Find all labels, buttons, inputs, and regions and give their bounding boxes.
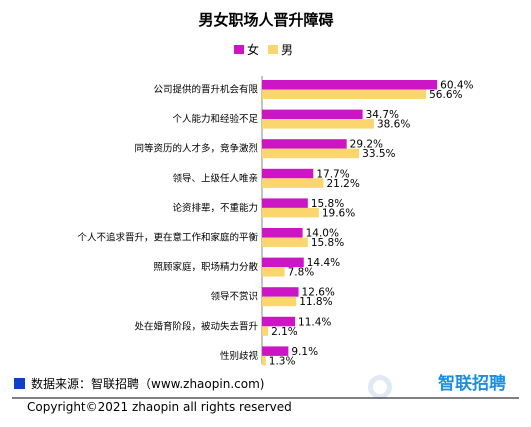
- bar-female: [262, 228, 303, 238]
- bar-male: [262, 148, 360, 159]
- value-label-female: 11.4%: [298, 316, 331, 328]
- value-label-male: 11.8%: [299, 296, 332, 308]
- value-label-female: 60.4%: [440, 80, 473, 92]
- bar-female: [262, 257, 304, 268]
- category-label: 性别歧视: [220, 350, 259, 362]
- legend: 女男: [234, 42, 293, 57]
- category-label: 论资排辈，不重能力: [172, 202, 258, 214]
- value-label-male: 7.8%: [288, 267, 315, 279]
- bar-male: [262, 355, 266, 366]
- bar-female: [262, 80, 438, 90]
- category-labels: 公司提供的晋升机会有限个人能力和经验不足同等资历的人才多，竞争激烈领导、上级任人…: [77, 84, 258, 362]
- value-label-female: 9.1%: [291, 346, 318, 358]
- value-label-female: 14.4%: [307, 257, 340, 269]
- value-label-male: 33.5%: [362, 148, 395, 160]
- bar-male: [262, 237, 308, 247]
- value-label-male: 38.6%: [377, 119, 410, 131]
- bar-male: [262, 267, 285, 277]
- value-label-male: 21.2%: [326, 178, 359, 190]
- category-label: 个人不追求晋升，更在意工作和家庭的平衡: [77, 232, 258, 244]
- bar-female: [262, 109, 363, 120]
- category-label: 公司提供的晋升机会有限: [153, 84, 258, 96]
- value-label-female: 34.7%: [366, 109, 399, 121]
- bar-male: [262, 119, 374, 129]
- bar-female: [262, 198, 308, 208]
- value-label-male: 1.3%: [269, 355, 296, 367]
- bar-male: [262, 207, 319, 218]
- legend-label-0: 女: [247, 42, 259, 57]
- legend-label-1: 男: [281, 43, 293, 57]
- watermark: 智联招聘: [368, 373, 506, 399]
- data-source: 数据来源：智联招聘（www.zhaopin.com): [31, 376, 264, 391]
- value-labels: 60.4%56.6% 34.7%38.6% 29.2%33.5% 17.7%21.2%…: [269, 80, 474, 368]
- bar-male: [262, 296, 297, 307]
- copyright: Copyright©2021 zhaopin all rights reserv…: [27, 400, 292, 414]
- category-label: 处在婚育阶段，被动失去晋升: [134, 320, 258, 332]
- zhaopin-logo-icon: [368, 375, 392, 399]
- bar-male: [262, 89, 427, 99]
- value-label-female: 15.8%: [311, 198, 344, 210]
- bars: [262, 80, 438, 366]
- value-label-male: 19.6%: [322, 207, 355, 219]
- value-label-female: 12.6%: [302, 287, 335, 299]
- value-label-male: 15.8%: [311, 237, 344, 249]
- bar-male: [262, 326, 269, 336]
- legend-swatch-0: [234, 45, 244, 54]
- value-label-male: 56.6%: [429, 89, 462, 101]
- chart-title: 男女职场人晋升障碍: [198, 11, 333, 29]
- watermark-text: 智联招聘: [438, 373, 506, 394]
- value-label-male: 2.1%: [271, 326, 298, 338]
- bar-male: [262, 178, 324, 188]
- category-label: 个人能力和经验不足: [172, 113, 258, 125]
- category-label: 领导、上级任人唯亲: [172, 172, 258, 184]
- value-label-female: 17.7%: [316, 168, 349, 180]
- category-label: 照顾家庭，职场精力分散: [153, 261, 258, 273]
- source-marker: [14, 378, 25, 389]
- category-label: 同等资历的人才多，竞争激烈: [134, 143, 258, 155]
- bar-female: [262, 168, 314, 179]
- legend-swatch-1: [268, 45, 278, 54]
- category-label: 领导不赏识: [210, 291, 258, 303]
- bar-female: [262, 287, 299, 297]
- bar-female: [262, 346, 289, 356]
- value-label-female: 14.0%: [306, 228, 339, 240]
- value-label-female: 29.2%: [350, 139, 383, 151]
- bar-female: [262, 139, 347, 149]
- bar-female: [262, 316, 296, 327]
